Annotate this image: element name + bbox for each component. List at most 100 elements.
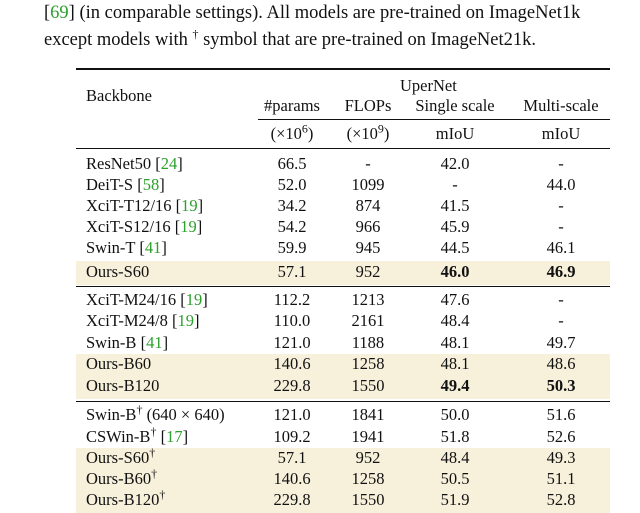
cell-single: 49.4 xyxy=(440,376,470,395)
cell-params: 54.2 xyxy=(277,217,307,236)
cell-params: 112.2 xyxy=(273,290,311,309)
citation-link[interactable]: 19 xyxy=(185,290,203,309)
header-mid-rule xyxy=(258,119,610,120)
citation-link[interactable]: 41 xyxy=(144,238,162,257)
cell-single: 46.0 xyxy=(440,262,470,281)
citation-link[interactable]: 69 xyxy=(50,3,69,23)
row-backbone-name: XciT-T12/16 [19] xyxy=(86,196,204,215)
header-flops-unit: (×109) xyxy=(346,121,390,144)
dagger-symbol: † xyxy=(136,402,143,417)
dagger-symbol: † xyxy=(159,487,166,502)
header-miou-single: mIoU xyxy=(435,124,475,143)
row-backbone-name: ResNet50 [24] xyxy=(86,154,183,173)
header-params: #params xyxy=(264,96,320,115)
table-top-rule xyxy=(76,68,610,70)
row-backbone-name: Ours-S60† xyxy=(86,445,156,468)
cell-params: 66.5 xyxy=(277,154,307,173)
row-backbone-name: Ours-S60 xyxy=(86,262,150,281)
highlight-ours-dagger xyxy=(76,448,610,513)
citation-link[interactable]: 41 xyxy=(146,333,163,352)
header-params-unit: (×106) xyxy=(270,121,314,144)
header-bottom-rule xyxy=(76,148,610,149)
cell-multi: 48.6 xyxy=(546,354,576,373)
cell-flops: 1258 xyxy=(351,354,385,373)
cell-multi: 49.7 xyxy=(546,333,576,352)
row-backbone-name: XciT-M24/8 [19] xyxy=(86,311,200,330)
highlight-ours-s60 xyxy=(76,261,610,285)
group1-bottom-rule xyxy=(76,286,610,287)
cell-single: 48.1 xyxy=(440,354,470,373)
cell-multi: 46.1 xyxy=(546,238,576,257)
citation-link[interactable]: 58 xyxy=(142,175,160,194)
row-backbone-name: XciT-M24/16 [19] xyxy=(86,290,208,309)
cell-multi: - xyxy=(558,154,564,173)
cell-multi: 44.0 xyxy=(546,175,576,194)
cell-params: 140.6 xyxy=(273,354,311,373)
intro-text-2b: symbol that are pre-trained on ImageNet2… xyxy=(198,30,536,50)
header-multi-scale: Multi-scale xyxy=(523,96,599,115)
cell-params: 140.6 xyxy=(273,469,311,488)
intro-line-2: except models with † symbol that are pre… xyxy=(44,27,634,54)
cell-params: 121.0 xyxy=(273,333,311,352)
group2-bottom-rule xyxy=(76,401,610,402)
cell-params: 57.1 xyxy=(277,448,307,467)
cell-flops: 1550 xyxy=(351,490,385,509)
cell-multi: 52.6 xyxy=(546,427,576,446)
cell-single: 48.4 xyxy=(440,311,470,330)
cell-flops: 1188 xyxy=(351,333,385,352)
cell-flops: 874 xyxy=(355,196,381,215)
header-miou-multi: mIoU xyxy=(541,124,581,143)
cell-flops: 1841 xyxy=(351,405,385,424)
cell-params: 34.2 xyxy=(277,196,307,215)
cell-params: 109.2 xyxy=(273,427,311,446)
cell-flops: 945 xyxy=(355,238,381,257)
intro-text-2a: except models with xyxy=(44,30,193,50)
cell-multi: - xyxy=(558,290,564,309)
intro-paragraph: [69] (in comparable settings). All model… xyxy=(44,0,634,54)
cell-single: 45.9 xyxy=(440,217,470,236)
row-backbone-name: Ours-B120 xyxy=(86,376,160,395)
cell-single: 48.4 xyxy=(440,448,470,467)
cell-single: 42.0 xyxy=(440,154,470,173)
cell-single: 44.5 xyxy=(440,238,470,257)
cell-flops: 1550 xyxy=(351,376,385,395)
cell-single: - xyxy=(452,175,458,194)
cell-flops: 2161 xyxy=(351,311,385,330)
citation-link[interactable]: 19 xyxy=(177,311,195,330)
citation-link[interactable]: 17 xyxy=(166,427,183,446)
cell-single: 50.0 xyxy=(440,405,470,424)
cell-multi: - xyxy=(558,311,564,330)
row-backbone-name: XciT-S12/16 [19] xyxy=(86,217,203,236)
cell-flops: 1258 xyxy=(351,469,385,488)
row-backbone-name: Swin-B† (640 × 640) xyxy=(86,402,225,425)
dagger-symbol: † xyxy=(192,26,199,41)
dagger-symbol: † xyxy=(150,424,157,439)
citation-link[interactable]: 19 xyxy=(180,217,197,236)
citation-link[interactable]: 24 xyxy=(160,154,178,173)
row-backbone-name: Ours-B120† xyxy=(86,487,166,510)
cell-flops: 952 xyxy=(355,262,381,281)
citation-link[interactable]: 19 xyxy=(181,196,198,215)
cell-multi: - xyxy=(558,217,564,236)
cell-params: 121.0 xyxy=(273,405,311,424)
header-flops: FLOPs xyxy=(344,96,392,115)
cell-single: 47.6 xyxy=(440,290,470,309)
row-backbone-name: Ours-B60† xyxy=(86,466,158,489)
cell-params: 110.0 xyxy=(273,311,311,330)
header-backbone: Backbone xyxy=(86,86,152,105)
cell-params: 57.1 xyxy=(277,262,307,281)
cell-flops: 1213 xyxy=(351,290,385,309)
cell-params: 52.0 xyxy=(277,175,307,194)
cell-single: 48.1 xyxy=(440,333,470,352)
header-single-scale: Single scale xyxy=(415,96,495,115)
cell-multi: 50.3 xyxy=(546,376,576,395)
cell-multi: 51.1 xyxy=(546,469,576,488)
cell-multi: 46.9 xyxy=(546,262,576,281)
cell-single: 41.5 xyxy=(440,196,470,215)
cell-params: 59.9 xyxy=(277,238,307,257)
cell-multi: 49.3 xyxy=(546,448,576,467)
intro-text-1: (in comparable settings). All models are… xyxy=(74,3,581,23)
cell-multi: - xyxy=(558,196,564,215)
intro-line-1: [69] (in comparable settings). All model… xyxy=(44,3,581,23)
